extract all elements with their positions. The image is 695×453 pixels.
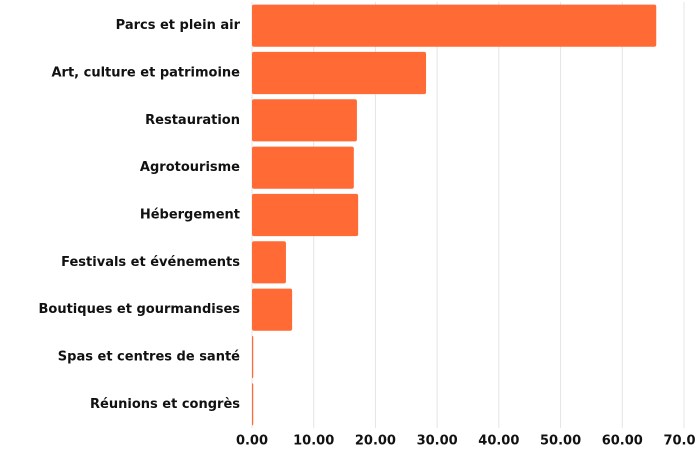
x-tick-label: 50.00: [540, 434, 581, 449]
y-tick-label: Boutiques et gourmandises: [39, 302, 241, 317]
x-tick-label: 20.00: [355, 434, 396, 449]
bar: [252, 335, 254, 379]
y-tick-label: Festivals et événements: [61, 255, 240, 270]
bar: [252, 51, 427, 95]
bar: [252, 193, 359, 237]
x-tick-label: 60.00: [602, 434, 643, 449]
x-tick-label: 30.00: [417, 434, 458, 449]
y-tick-label: Agrotourisme: [140, 160, 240, 175]
bar: [252, 241, 286, 284]
y-tick-label: Parcs et plein air: [116, 18, 241, 33]
bar: [252, 383, 254, 426]
x-tick-label: 10.00: [293, 434, 334, 449]
y-tick-label: Restauration: [145, 113, 240, 128]
y-tick-label: Réunions et congrès: [90, 397, 240, 412]
y-tick-label: Art, culture et patrimoine: [51, 66, 240, 81]
x-tick-label: 70.00: [663, 434, 695, 449]
y-tick-label: Spas et centres de santé: [58, 350, 240, 365]
x-tick-label: 0.00: [236, 434, 268, 449]
bar: [252, 4, 657, 47]
bar: [252, 146, 354, 189]
bar: [252, 99, 357, 142]
y-tick-label: Hébergement: [140, 208, 240, 223]
x-tick-label: 40.00: [478, 434, 519, 449]
bar: [252, 288, 293, 331]
